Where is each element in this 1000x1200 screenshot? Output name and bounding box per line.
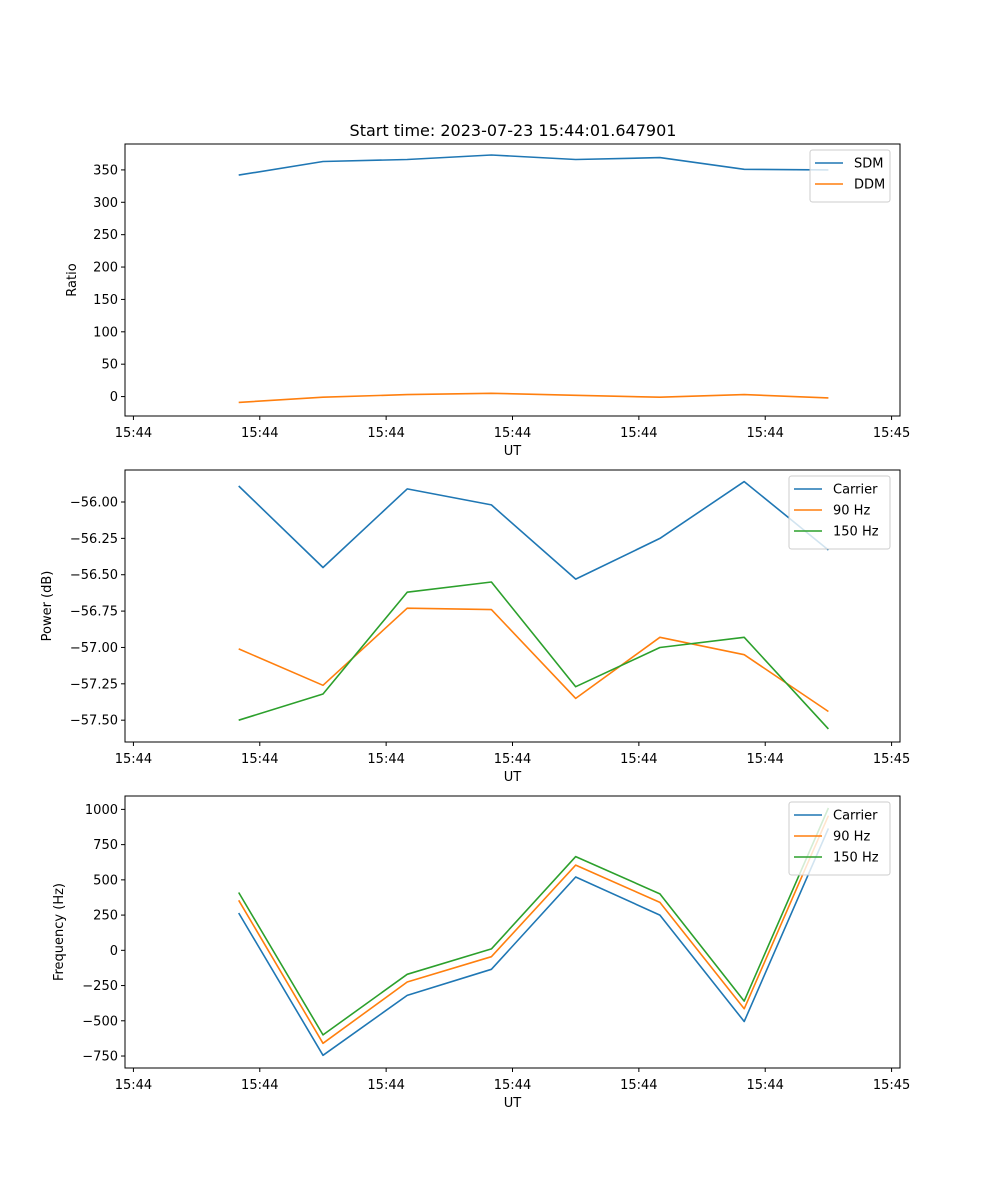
power-panel: −56.00 −56.25 −56.50 −56.75 −57.00 −57.25 −57.… bbox=[40, 469, 910, 785]
ratio-y-tick-label: 150 bbox=[93, 293, 118, 308]
ratio-x-tick-label: 15:44 bbox=[241, 426, 278, 441]
ratio-plot-frame bbox=[124, 143, 901, 417]
ratio-x-axis-label: UT bbox=[504, 444, 522, 459]
power-y-axis-label: Power (dB) bbox=[40, 571, 55, 642]
frequency-y-tick-label: 250 bbox=[93, 909, 118, 924]
power-x-tick-label: 15:44 bbox=[241, 752, 278, 767]
ratio-y-tick-label: 0 bbox=[110, 390, 118, 405]
frequency-x-tick-label: 15:44 bbox=[115, 1078, 152, 1093]
ratio-x-tick-label: 15:44 bbox=[620, 426, 657, 441]
power-x-tick-label: 15:44 bbox=[115, 752, 152, 767]
ratio-x-tick-label: 15:44 bbox=[115, 426, 152, 441]
frequency-series-90-hz-line bbox=[238, 815, 830, 1045]
power-x-tick-label: 15:45 bbox=[873, 752, 910, 767]
power-y-tick-label: −57.00 bbox=[70, 641, 118, 656]
frequency-y-tick-label: −750 bbox=[82, 1050, 118, 1065]
power-y-tick-label: −56.25 bbox=[70, 532, 118, 547]
frequency-x-tick-label: 15:44 bbox=[241, 1078, 278, 1093]
frequency-x-axis-label: UT bbox=[504, 1096, 522, 1111]
ratio-y-tick-label: 200 bbox=[93, 261, 118, 276]
power-y-tick-label: −56.50 bbox=[70, 568, 118, 583]
ratio-y-axis-label: Ratio bbox=[65, 263, 80, 296]
power-x-axis-label: UT bbox=[504, 770, 522, 785]
power-y-tick-label: −56.75 bbox=[70, 605, 118, 620]
frequency-y-tick-label: 0 bbox=[110, 944, 118, 959]
ratio-series-ddm-line bbox=[238, 392, 829, 404]
power-legend-label: 90 Hz bbox=[833, 504, 870, 519]
frequency-y-tick-label: −250 bbox=[82, 979, 118, 994]
power-x-tick-label: 15:44 bbox=[620, 752, 657, 767]
ratio-legend-label: SDM bbox=[854, 157, 883, 172]
power-series-carrier-line bbox=[238, 480, 829, 580]
frequency-y-tick-label: 500 bbox=[93, 873, 118, 888]
frequency-legend-label: 150 Hz bbox=[833, 851, 879, 866]
frequency-panel: −750 −500 −250 0 250 500 750 1000 15:44 15:44 15:4… bbox=[52, 795, 910, 1111]
frequency-legend-label: Carrier bbox=[833, 809, 878, 824]
ratio-y-tick-label: 300 bbox=[93, 196, 118, 211]
frequency-series-carrier-line bbox=[238, 828, 830, 1057]
power-x-tick-label: 15:44 bbox=[746, 752, 783, 767]
frequency-legend: Carrier 90 Hz 150 Hz bbox=[788, 801, 891, 876]
frequency-x-tick-label: 15:45 bbox=[873, 1078, 910, 1093]
power-x-tick-label: 15:44 bbox=[494, 752, 531, 767]
power-legend: Carrier 90 Hz 150 Hz bbox=[788, 475, 891, 550]
frequency-x-tick-label: 15:44 bbox=[494, 1078, 531, 1093]
ratio-y-tick-label: 100 bbox=[93, 325, 118, 340]
power-x-tick-label: 15:44 bbox=[367, 752, 404, 767]
power-legend-label: 150 Hz bbox=[833, 525, 879, 540]
ratio-x-tick-label: 15:44 bbox=[494, 426, 531, 441]
ratio-legend-label: DDM bbox=[854, 178, 885, 193]
power-series-90-hz-line bbox=[238, 607, 829, 713]
power-plot-frame bbox=[124, 469, 901, 743]
ratio-y-tick-label: 250 bbox=[93, 228, 118, 243]
frequency-series-150-hz-line bbox=[238, 807, 830, 1036]
power-legend-label: Carrier bbox=[833, 483, 878, 498]
frequency-x-tick-label: 15:44 bbox=[620, 1078, 657, 1093]
ratio-y-tick-label: 50 bbox=[101, 358, 118, 373]
frequency-y-axis-label: Frequency (Hz) bbox=[52, 883, 67, 981]
ratio-series-sdm-line bbox=[238, 154, 829, 176]
frequency-x-tick-label: 15:44 bbox=[746, 1078, 783, 1093]
power-y-tick-label: −57.25 bbox=[70, 677, 118, 692]
frequency-y-tick-label: −500 bbox=[82, 1014, 118, 1029]
frequency-y-tick-label: 750 bbox=[93, 838, 118, 853]
figure-title: Start time: 2023-07-23 15:44:01.647901 bbox=[350, 121, 677, 140]
frequency-x-tick-label: 15:44 bbox=[367, 1078, 404, 1093]
ratio-panel: 0 50 100 150 200 250 300 350 15:44 15:44 15:44 15:4… bbox=[65, 143, 910, 459]
ratio-legend: SDM DDM bbox=[809, 149, 891, 203]
frequency-y-tick-label: 1000 bbox=[85, 803, 118, 818]
frequency-legend-label: 90 Hz bbox=[833, 830, 870, 845]
ratio-x-tick-label: 15:45 bbox=[873, 426, 910, 441]
ratio-x-tick-label: 15:44 bbox=[746, 426, 783, 441]
ratio-y-tick-label: 350 bbox=[93, 163, 118, 178]
power-y-tick-label: −56.00 bbox=[70, 496, 118, 511]
power-y-tick-label: −57.50 bbox=[70, 714, 118, 729]
power-series-150-hz-line bbox=[238, 581, 829, 730]
ratio-x-tick-label: 15:44 bbox=[367, 426, 404, 441]
